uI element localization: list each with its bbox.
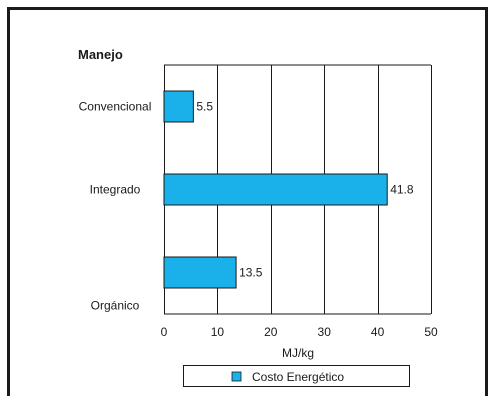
data-label: 5.5 [196,100,213,114]
data-label: 13.5 [239,266,263,280]
category-label: Convencional [79,100,152,114]
legend: Costo Energético [183,365,410,387]
x-tick-label: 40 [371,325,385,339]
category-label: Orgánico [91,299,140,313]
x-tick-label: 0 [161,325,168,339]
x-tick-label: 50 [424,325,438,339]
x-axis-title: MJ/kg [282,346,314,360]
x-tick-label: 10 [211,325,225,339]
bar-orgánico [163,256,237,289]
x-tick-labels-layer: 0 10 20 30 40 50 [161,325,438,339]
chart-frame [7,7,488,396]
category-label: Integrado [90,183,141,197]
x-tick-label: 30 [318,325,332,339]
data-label: 41.8 [390,183,414,197]
x-tick-label: 20 [264,325,278,339]
bar-integrado [163,173,388,206]
bars-layer [163,90,388,289]
bar-convencional [163,90,194,123]
legend-swatch [231,371,242,382]
data-labels-layer: 5.5 41.8 13.5 [196,100,414,280]
category-axis-title: Manejo [78,47,123,62]
category-labels-layer: Convencional Integrado Orgánico [79,100,152,313]
legend-label: Costo Energético [252,370,344,384]
